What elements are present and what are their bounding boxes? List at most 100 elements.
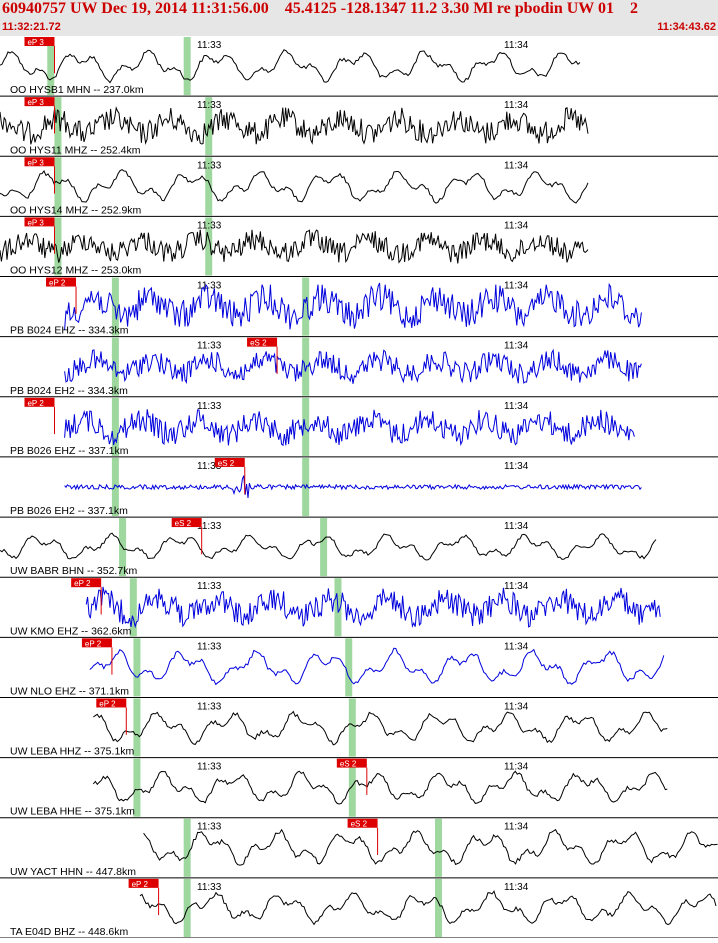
time-tick-label: 11:34 bbox=[504, 281, 529, 292]
phase-window-marker bbox=[302, 277, 310, 336]
pick-flag[interactable] bbox=[24, 397, 55, 407]
time-tick-label: 11:34 bbox=[504, 40, 529, 51]
end-time: 11:34:43.62 bbox=[657, 21, 716, 33]
time-tick-label: 11:33 bbox=[197, 822, 222, 833]
time-tick-label: 11:34 bbox=[504, 581, 529, 592]
phase-window-marker bbox=[47, 37, 55, 96]
station-label: OO HYS12 MHZ -- 253.0km bbox=[10, 265, 142, 277]
time-tick-label: 11:33 bbox=[197, 341, 222, 352]
time-tick-label: 11:34 bbox=[504, 641, 529, 652]
pick-label: eS 2 bbox=[175, 519, 192, 528]
pick-flag[interactable] bbox=[81, 638, 112, 648]
station-label: OO HYSB1 MHN -- 237.0km bbox=[10, 84, 144, 96]
station-label: PB B024 EH2 -- 334.3km bbox=[10, 385, 128, 397]
seismic-trace bbox=[143, 828, 718, 866]
time-tick-label: 11:34 bbox=[504, 762, 529, 773]
phase-window-marker bbox=[129, 578, 137, 637]
pick-label: eP 2 bbox=[27, 399, 44, 408]
pick-flag[interactable] bbox=[46, 277, 77, 287]
pick-flag[interactable] bbox=[171, 518, 202, 528]
phase-window-marker bbox=[111, 457, 119, 517]
phase-window-marker bbox=[348, 698, 356, 757]
time-tick-label: 11:33 bbox=[197, 882, 222, 893]
station-label: UW LEBA HHZ -- 375.1km bbox=[10, 746, 135, 758]
station-label: UW YACT HHN -- 447.8km bbox=[10, 866, 136, 878]
time-tick-label: 11:34 bbox=[504, 521, 529, 532]
pick-label: eP 2 bbox=[49, 279, 66, 288]
pick-label: eP 3 bbox=[27, 158, 44, 167]
pick-flag[interactable] bbox=[24, 97, 55, 107]
station-label: UW BABR BHN -- 352.7km bbox=[10, 565, 137, 577]
phase-window-marker bbox=[133, 638, 141, 697]
pick-label: eP 3 bbox=[27, 38, 44, 47]
seismic-trace bbox=[89, 647, 665, 686]
seismic-trace bbox=[64, 282, 642, 330]
phase-window-marker bbox=[345, 638, 353, 697]
station-label: OO HYS11 MHZ -- 252.4km bbox=[10, 144, 141, 156]
seismic-trace bbox=[0, 49, 581, 84]
time-tick-label: 11:34 bbox=[504, 100, 529, 111]
pick-label: eS 2 bbox=[351, 820, 368, 829]
pick-flag[interactable] bbox=[247, 337, 278, 347]
seismic-trace bbox=[85, 586, 661, 629]
pick-flag[interactable] bbox=[71, 578, 102, 588]
time-tick-label: 11:34 bbox=[504, 461, 529, 472]
phase-window-marker bbox=[133, 758, 141, 817]
phase-window-marker bbox=[348, 758, 356, 817]
pick-flag[interactable] bbox=[24, 217, 55, 227]
phase-window-marker bbox=[205, 217, 213, 276]
time-tick-label: 11:34 bbox=[504, 822, 529, 833]
seismic-trace bbox=[64, 409, 635, 447]
seismic-trace bbox=[92, 770, 668, 805]
pick-label: eP 2 bbox=[99, 699, 116, 708]
pick-flag[interactable] bbox=[347, 818, 378, 828]
pick-label: eP 2 bbox=[74, 579, 91, 588]
phase-window-marker bbox=[434, 818, 442, 877]
seismic-trace bbox=[0, 532, 657, 561]
phase-window-marker bbox=[205, 157, 213, 216]
pick-label: eP 3 bbox=[27, 218, 44, 227]
station-label: PB B026 EH2 -- 337.1km bbox=[10, 505, 128, 517]
pick-flag[interactable] bbox=[24, 157, 55, 167]
time-tick-label: 11:33 bbox=[197, 281, 222, 292]
start-time: 11:32:21.72 bbox=[2, 21, 61, 33]
pick-label: eP 2 bbox=[85, 639, 102, 648]
phase-window-marker bbox=[183, 37, 191, 96]
pick-label: eS 2 bbox=[340, 760, 357, 769]
phase-window-marker bbox=[434, 878, 442, 937]
station-label: UW NLO EHZ -- 371.1km bbox=[10, 685, 129, 697]
phase-window-marker bbox=[111, 397, 119, 456]
pick-label: eS 2 bbox=[250, 339, 267, 348]
pick-label: eP 2 bbox=[132, 880, 149, 889]
pick-label: eS 2 bbox=[218, 459, 235, 468]
event-title: 60940757 UW Dec 19, 2014 11:31:56.00 45.… bbox=[2, 0, 639, 17]
time-tick-label: 11:34 bbox=[504, 401, 529, 412]
time-tick-label: 11:33 bbox=[197, 641, 222, 652]
phase-window-marker bbox=[54, 217, 62, 276]
station-label: PB B024 EHZ -- 334.3km bbox=[10, 325, 129, 337]
phase-window-marker bbox=[302, 337, 310, 396]
time-tick-label: 11:33 bbox=[197, 701, 222, 712]
station-label: UW LEBA HHE -- 375.1km bbox=[10, 806, 135, 818]
seismic-trace bbox=[64, 475, 642, 498]
phase-window-marker bbox=[133, 698, 141, 757]
time-tick-label: 11:34 bbox=[504, 882, 529, 893]
pick-flag[interactable] bbox=[128, 878, 159, 888]
pick-flag[interactable] bbox=[96, 698, 127, 708]
seismic-trace bbox=[139, 890, 717, 926]
station-label: PB B026 EHZ -- 337.1km bbox=[10, 445, 129, 457]
pick-flag[interactable] bbox=[24, 37, 55, 46]
phase-window-marker bbox=[183, 818, 191, 877]
phase-window-marker bbox=[320, 518, 328, 577]
time-tick-label: 11:34 bbox=[504, 341, 529, 352]
pick-flag[interactable] bbox=[336, 758, 367, 768]
header-bar: 60940757 UW Dec 19, 2014 11:31:56.00 45.… bbox=[0, 0, 718, 36]
time-tick-label: 11:34 bbox=[504, 160, 529, 171]
phase-window-marker bbox=[183, 878, 191, 937]
time-tick-label: 11:33 bbox=[197, 521, 222, 532]
time-tick-label: 11:33 bbox=[197, 220, 222, 231]
pick-flag[interactable] bbox=[214, 457, 245, 467]
time-tick-label: 11:34 bbox=[504, 701, 529, 712]
station-label: OO HYS14 MHZ -- 252.9km bbox=[10, 204, 142, 216]
waveform-display: 11:33 11:34 eP 3 OO HYSB1 MHN -- 237.0km 11:… bbox=[0, 37, 718, 939]
